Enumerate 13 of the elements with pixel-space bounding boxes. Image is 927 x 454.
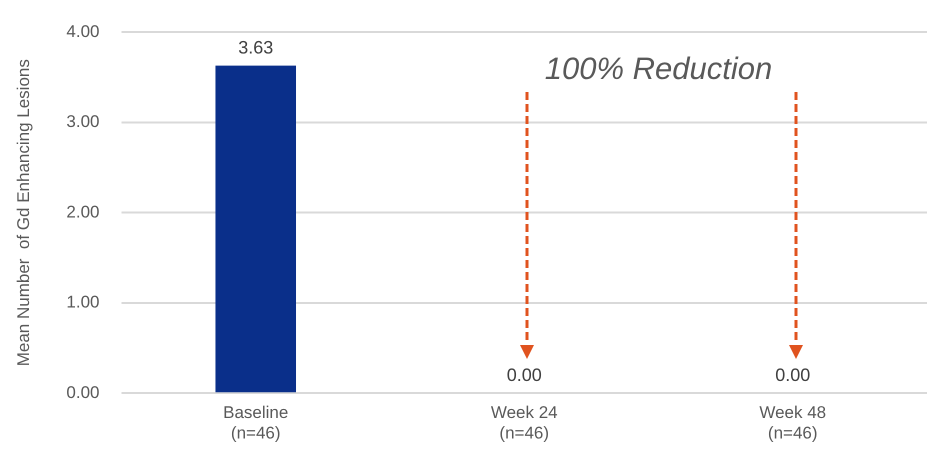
y-tick-label: 0.00 bbox=[66, 382, 100, 402]
x-tick-label: Baseline (n=46) bbox=[223, 403, 288, 442]
data-label: 3.63 bbox=[238, 38, 274, 58]
y-tick-label: 3.00 bbox=[66, 112, 100, 132]
y-axis-title: Mean Number of Gd Enhancing Lesions bbox=[14, 59, 33, 366]
annotation: 100% Reduction bbox=[544, 50, 772, 86]
y-tick-label: 4.00 bbox=[66, 22, 100, 41]
x-tick-label: Week 24 (n=46) bbox=[490, 403, 558, 442]
y-tick-label: 1.00 bbox=[66, 292, 100, 312]
data-label: 0.00 bbox=[775, 365, 810, 386]
data-label: 0.00 bbox=[506, 365, 542, 386]
x-tick-label: Week 48 (n=46) bbox=[759, 403, 826, 442]
y-tick-label: 2.00 bbox=[66, 202, 100, 222]
